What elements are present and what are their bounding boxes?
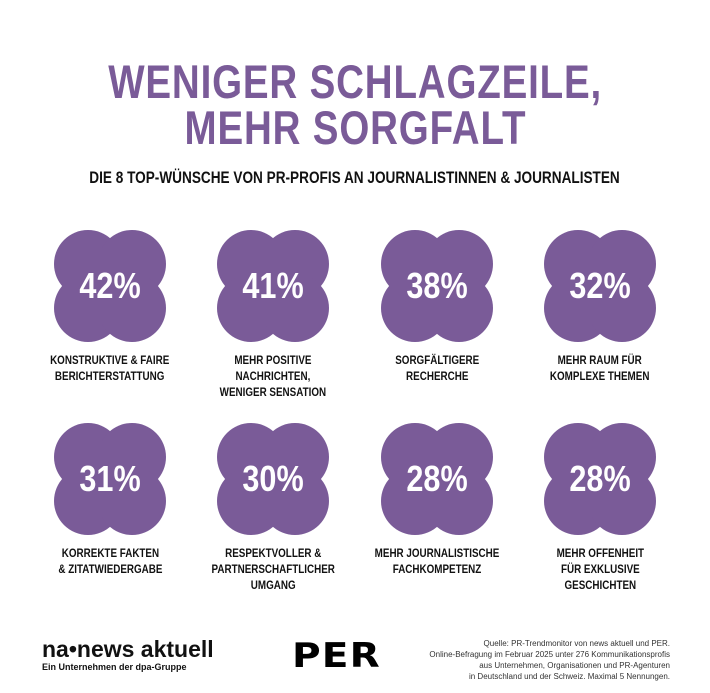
category-label: MEHR OFFENHEIT FÜR EXKLUSIVE GESCHICHTEN [556, 546, 644, 592]
category-label: KORREKTE FAKTEN & ZITATWIEDERGABE [57, 546, 163, 576]
percentage-blob: 32% [542, 228, 658, 344]
blob-shape [544, 230, 656, 342]
value-label: 30% [242, 458, 304, 499]
blob-shape [381, 423, 493, 535]
chart-item: 30% RESPEKTVOLLER & PARTNERSCHAFTLICHER U… [193, 421, 353, 593]
chart-item: 41% MEHR POSITIVE NACHRICHTEN, WENIGER SE… [193, 228, 353, 400]
subtitle: DIE 8 TOP-WÜNSCHE VON PR-PROFIS AN JOURN… [89, 168, 621, 187]
category-label: KONSTRUKTIVE & FAIRE BERICHTERSTATTUNG [50, 353, 170, 383]
blob-shape [217, 230, 329, 342]
chart-item: 38% SORGFÄLTIGERE RECHERCHE [357, 228, 517, 384]
percentage-blob: 38% [379, 228, 495, 344]
source-note: Quelle: PR-Trendmonitor von news aktuell… [429, 639, 670, 681]
category-label: RESPEKTVOLLER & PARTNERSCHAFTLICHER UMGA… [211, 546, 335, 592]
chart-item: 32% MEHR RAUM FÜR KOMPLEXE THEMEN [520, 228, 680, 384]
blob-shape [381, 230, 493, 342]
percentage-blob: 28% [542, 421, 658, 537]
news-aktuell-tagline: Ein Unternehmen der dpa-Gruppe [42, 662, 187, 672]
category-label: MEHR RAUM FÜR KOMPLEXE THEMEN [550, 353, 650, 383]
percentage-blob: 41% [215, 228, 331, 344]
category-label: MEHR JOURNALISTISCHE FACHKOMPETENZ [374, 546, 500, 576]
value-label: 42% [79, 265, 141, 306]
blob-shape [217, 423, 329, 535]
chart-item: 31% KORREKTE FAKTEN & ZITATWIEDERGABE [30, 421, 190, 577]
blob-shape [54, 423, 166, 535]
percentage-blob: 28% [379, 421, 495, 537]
value-label: 38% [406, 265, 468, 306]
blob-shape [544, 423, 656, 535]
percentage-blob: 42% [52, 228, 168, 344]
news-aktuell-logo: na•news aktuell [42, 636, 214, 662]
title-line-1: WENIGER SCHLAGZEILE, [108, 55, 602, 108]
blob-shape [54, 230, 166, 342]
title-line-2: MEHR SORGFALT [184, 101, 526, 154]
value-label: 41% [242, 265, 304, 306]
chart-item: 28% MEHR OFFENHEIT FÜR EXKLUSIVE GESCHICH… [520, 421, 680, 593]
percentage-blob: 31% [52, 421, 168, 537]
value-label: 32% [569, 265, 631, 306]
value-label: 28% [406, 458, 468, 499]
category-label: SORGFÄLTIGERE RECHERCHE [394, 353, 479, 383]
per-logo: PER [292, 636, 381, 676]
chart-item: 42% KONSTRUKTIVE & FAIRE BERICHTERSTATTUN… [30, 228, 190, 384]
category-label: MEHR POSITIVE NACHRICHTEN, WENIGER SENSA… [219, 353, 327, 399]
value-label: 28% [569, 458, 631, 499]
percentage-blob: 30% [215, 421, 331, 537]
chart-item: 28% MEHR JOURNALISTISCHE FACHKOMPETENZ [357, 421, 517, 577]
value-label: 31% [79, 458, 141, 499]
